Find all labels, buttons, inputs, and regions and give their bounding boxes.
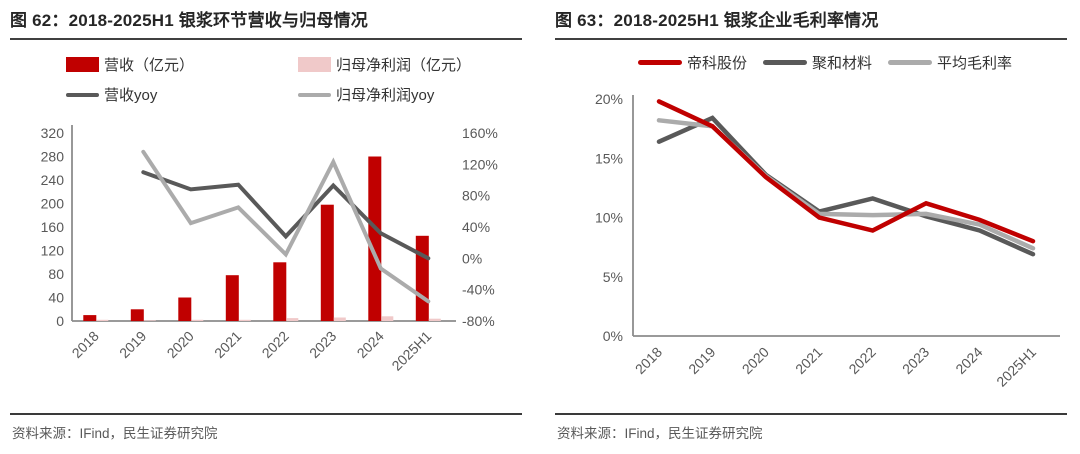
y-axis-tick-label: 5% [603,269,623,285]
revenue-bar-swatch [66,57,99,73]
average-line-swatch [888,60,932,66]
left-axis-tick-label: 320 [41,125,65,141]
figure-62: 图 62：2018-2025H1 银浆环节营收与归母情况 营收（亿元） 归母净利… [10,6,522,442]
left-axis-tick-label: 280 [41,149,65,165]
x-axis-category-label: 2020 [739,344,772,377]
x-axis-category-label: 2020 [164,328,197,361]
bar-series-1 [96,316,441,322]
x-axis-category-label: 2022 [259,328,292,361]
x-axis-category-label: 2018 [69,328,102,361]
legend-item-net-profit-yoy: 归母净利润yoy [298,84,522,105]
bar-series-0 [83,156,429,322]
bar [96,320,109,322]
figure-63-chart: 0% 5% 10% 15% 20% 2018 2019 2020 2021 2022 2023 202… [555,81,1067,408]
legend-label-average: 平均毛利率 [937,55,1013,73]
right-axis-tick-label: 40% [462,219,490,235]
bar [428,318,441,322]
x-axis-category-label: 2025H1 [388,328,434,374]
legend-label-dike: 帝科股份 [686,55,747,73]
line-series-1 [656,115,1036,257]
left-axis-tick-label: 160 [41,219,65,235]
x-axis-category-label: 2023 [899,344,932,377]
bar [143,320,156,322]
right-axis-tick-label: 160% [462,125,498,141]
juhe-line-swatch [762,60,807,66]
x-axis-category-label: 2019 [116,328,149,361]
legend-label-revenue-yoy: 营收yoy [104,87,158,105]
x-axis-category-label: 2024 [952,344,985,377]
left-axis-tick-label: 240 [41,172,65,188]
x-axis-category-label: 2022 [845,344,878,377]
bar [415,236,429,322]
bar [381,316,394,322]
net-profit-yoy-line-swatch [298,92,331,97]
legend-label-juhe: 聚和材料 [811,55,872,73]
revenue-profit-chart-svg: 0 40 80 120 160 200 240 280 320 -80% -40% 0% 40% 80% 1… [41,125,498,374]
right-axis-tick-label: 80% [462,188,490,204]
legend-item-average: 平均毛利率 [888,52,1012,73]
bar [333,317,346,322]
right-axis-tick-label: 0% [462,251,482,267]
line-series-1 [141,150,431,304]
right-axis-tick-label: 120% [462,157,498,173]
dike-line-swatch [637,60,682,66]
source-text: 资料来源：IFind，民生证券研究院 [557,426,763,441]
x-axis-category-label: 2021 [211,328,244,361]
bar [368,156,382,322]
figure-63-source: 资料来源：IFind，民生证券研究院 [555,413,1067,442]
legend-label-net-profit: 归母净利润（亿元） [336,57,472,75]
legend-label-revenue: 营收（亿元） [104,57,195,75]
legend-item-net-profit: 归母净利润（亿元） [298,54,522,75]
legend-item-revenue: 营收（亿元） [66,54,298,75]
figure-63-title: 图 63：2018-2025H1 银浆企业毛利率情况 [555,6,1067,41]
left-axis-tick-label: 120 [41,243,65,259]
line-series-0 [656,99,1036,244]
left-axis-tick-label: 80 [48,266,64,282]
x-axis-category-label: 2019 [685,344,718,377]
legend-item-juhe: 聚和材料 [762,52,872,73]
y-axis-tick-label: 20% [595,91,623,107]
left-axis-tick-label: 40 [48,290,64,306]
right-axis-tick-label: -40% [462,282,495,298]
legend-label-net-profit-yoy: 归母净利润yoy [336,87,435,105]
figure-62-chart: 0 40 80 120 160 200 240 280 320 -80% -40% 0% 40% 80% 1… [10,113,522,382]
x-axis-category-label: 2024 [354,328,387,361]
bar [225,275,239,322]
bar [273,262,287,322]
source-text: 资料来源：IFind，民生证券研究院 [12,426,218,441]
figure-62-legend: 营收（亿元） 归母净利润（亿元） 营收yoy 归母净利润yoy [66,54,522,105]
bar [178,297,192,322]
figure-62-title: 图 62：2018-2025H1 银浆环节营收与归母情况 [10,6,522,41]
bar [130,309,144,322]
legend-item-dike: 帝科股份 [637,52,747,73]
x-axis-category-label: 2021 [792,344,825,377]
figure-63-legend: 帝科股份 聚和材料 平均毛利率 [583,52,1067,73]
x-axis-category-label: 2023 [306,328,339,361]
right-axis-tick-label: -80% [462,313,495,329]
revenue-yoy-line-swatch [66,92,99,97]
x-axis-category-label: 2018 [632,344,665,377]
bar [320,204,334,322]
legend-item-revenue-yoy: 营收yoy [66,84,298,105]
bar [191,320,204,322]
line-series-0 [141,170,431,261]
bar [83,315,97,322]
bar [286,318,299,322]
bar [238,320,251,322]
gross-margin-chart-svg: 0% 5% 10% 15% 20% 2018 2019 2020 2021 2022 2023 202… [595,91,1060,390]
net-profit-bar-swatch [298,57,331,73]
x-axis-category-label: 2025H1 [993,344,1039,390]
figure-62-source: 资料来源：IFind，民生证券研究院 [10,413,522,442]
figure-63: 图 63：2018-2025H1 银浆企业毛利率情况 帝科股份 聚和材料 平均毛… [555,6,1067,442]
y-axis-tick-label: 10% [595,210,623,226]
y-axis-tick-label: 0% [603,328,623,344]
left-axis-tick-label: 0 [56,313,64,329]
y-axis-tick-label: 15% [595,151,623,167]
left-axis-tick-label: 200 [41,196,65,212]
